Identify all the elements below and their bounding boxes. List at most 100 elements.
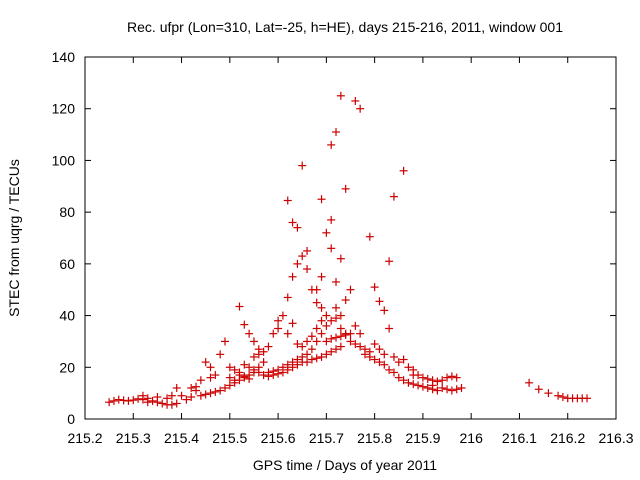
x-tick-label: 215.9 <box>405 430 440 446</box>
data-point <box>399 355 408 364</box>
plot-area-frame <box>84 56 617 420</box>
data-point <box>201 358 210 367</box>
data-point <box>240 372 249 381</box>
data-point <box>327 316 336 325</box>
y-tick-label: 80 <box>59 204 75 220</box>
data-point <box>385 324 394 333</box>
data-point <box>211 371 220 380</box>
data-point <box>153 393 162 402</box>
data-point <box>452 385 461 394</box>
data-point <box>544 389 553 398</box>
data-point <box>163 394 172 403</box>
data-point <box>167 400 176 409</box>
data-point <box>264 342 273 351</box>
data-point <box>312 298 321 307</box>
data-point <box>172 383 181 392</box>
data-point <box>423 383 432 392</box>
data-point <box>356 342 365 351</box>
data-point <box>317 303 326 312</box>
data-point <box>288 319 297 328</box>
data-point <box>341 184 350 193</box>
x-tick-label: 215.2 <box>67 430 102 446</box>
data-point <box>249 337 258 346</box>
data-point <box>317 272 326 281</box>
data-point <box>293 259 302 268</box>
data-point <box>457 383 466 392</box>
data-point <box>274 316 283 325</box>
data-point <box>196 391 205 400</box>
data-point <box>114 395 123 404</box>
data-point <box>245 363 254 372</box>
data-point <box>389 368 398 377</box>
data-point <box>288 218 297 227</box>
data-point <box>307 345 316 354</box>
data-point <box>356 329 365 338</box>
data-point <box>293 223 302 232</box>
data-point <box>322 337 331 346</box>
data-point <box>249 352 258 361</box>
data-point <box>288 272 297 281</box>
data-point <box>327 140 336 149</box>
data-point <box>206 363 215 372</box>
x-tick-label: 216 <box>460 430 484 446</box>
data-point <box>370 283 379 292</box>
x-tick-label: 215.6 <box>261 430 296 446</box>
chart-title: Rec. ufpr (Lon=310, Lat=-25, h=HE), days… <box>127 19 563 35</box>
data-point <box>293 340 302 349</box>
data-point <box>322 321 331 330</box>
data-point <box>211 387 220 396</box>
data-point <box>235 302 244 311</box>
data-point <box>365 232 374 241</box>
data-point <box>332 314 341 323</box>
data-point <box>317 195 326 204</box>
x-tick-label: 215.3 <box>116 430 151 446</box>
data-point <box>254 363 263 372</box>
data-point <box>332 303 341 312</box>
data-point <box>583 394 592 403</box>
data-point <box>317 316 326 325</box>
y-tick-label: 60 <box>59 256 75 272</box>
data-point <box>341 296 350 305</box>
data-point <box>409 365 418 374</box>
data-point <box>298 342 307 351</box>
data-point <box>283 365 292 374</box>
data-point <box>312 354 321 363</box>
data-point <box>307 332 316 341</box>
x-tick-label: 216.1 <box>502 430 537 446</box>
y-tick-label: 120 <box>52 101 76 117</box>
data-point <box>259 347 268 356</box>
data-point <box>124 396 133 405</box>
data-point <box>288 363 297 372</box>
data-points <box>105 91 592 409</box>
data-point <box>216 386 225 395</box>
data-point <box>447 372 456 381</box>
data-point <box>341 330 350 339</box>
data-point <box>182 395 191 404</box>
y-tick-label: 20 <box>59 359 75 375</box>
data-point <box>346 337 355 346</box>
data-point <box>336 324 345 333</box>
data-point <box>356 104 365 113</box>
data-point <box>452 373 461 382</box>
data-point <box>418 382 427 391</box>
data-point <box>327 215 336 224</box>
data-point <box>158 399 167 408</box>
data-point <box>389 352 398 361</box>
data-point <box>225 381 234 390</box>
data-point <box>336 342 345 351</box>
data-point <box>385 365 394 374</box>
data-point <box>249 365 258 374</box>
data-point <box>389 192 398 201</box>
data-point <box>278 311 287 320</box>
data-point <box>293 360 302 369</box>
data-point <box>303 265 312 274</box>
data-point <box>346 285 355 294</box>
data-point <box>554 391 563 400</box>
data-point <box>317 352 326 361</box>
data-point <box>312 324 321 333</box>
data-point <box>399 376 408 385</box>
data-point <box>370 340 379 349</box>
data-point <box>360 350 369 359</box>
data-point <box>283 329 292 338</box>
data-point <box>187 393 196 402</box>
